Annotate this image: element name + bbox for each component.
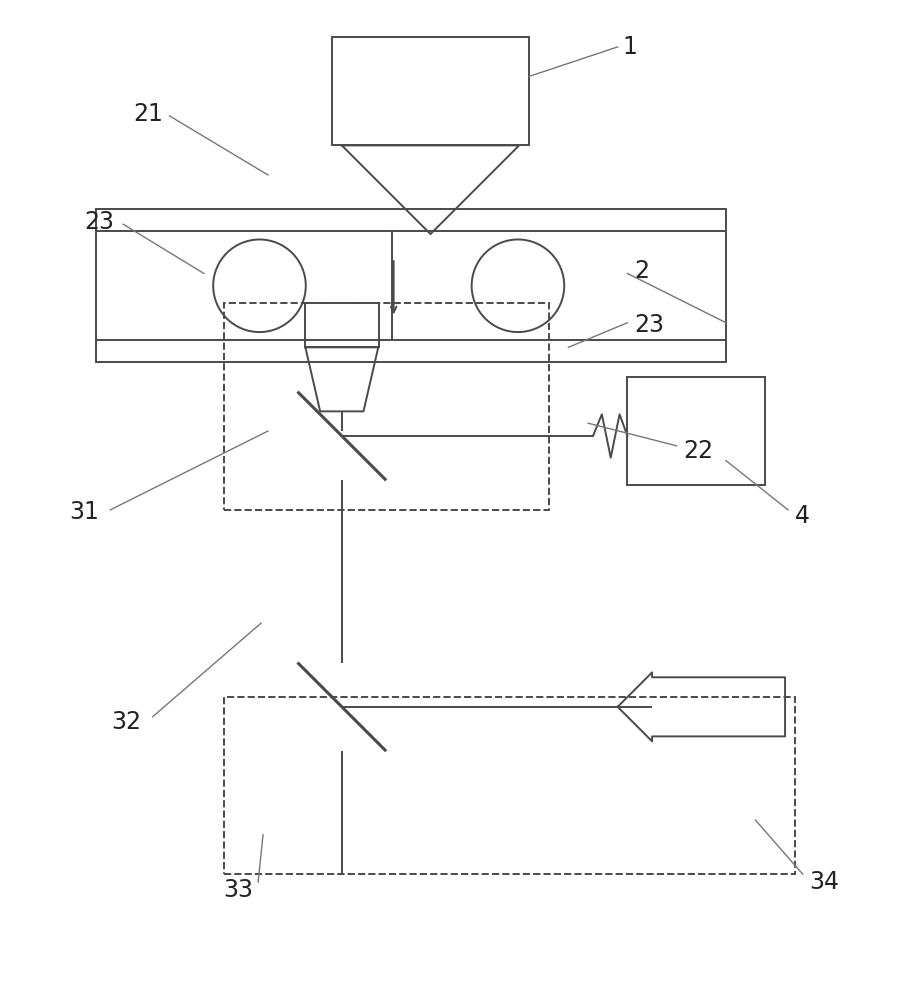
Text: 21: 21: [133, 102, 162, 126]
Text: 33: 33: [223, 878, 254, 902]
Text: 23: 23: [634, 313, 665, 337]
Bar: [96, 209, 726, 362]
Bar: [628, 377, 765, 485]
Text: 4: 4: [795, 504, 809, 528]
Text: 34: 34: [809, 870, 840, 894]
Text: 31: 31: [69, 500, 99, 524]
Text: 32: 32: [112, 710, 141, 734]
Bar: [332, 37, 529, 145]
Text: 1: 1: [622, 35, 638, 59]
Bar: [223, 303, 548, 510]
Text: 23: 23: [84, 210, 114, 234]
Bar: [223, 697, 795, 874]
Text: 2: 2: [634, 259, 650, 283]
Bar: [306, 303, 379, 347]
Text: 22: 22: [684, 439, 713, 463]
